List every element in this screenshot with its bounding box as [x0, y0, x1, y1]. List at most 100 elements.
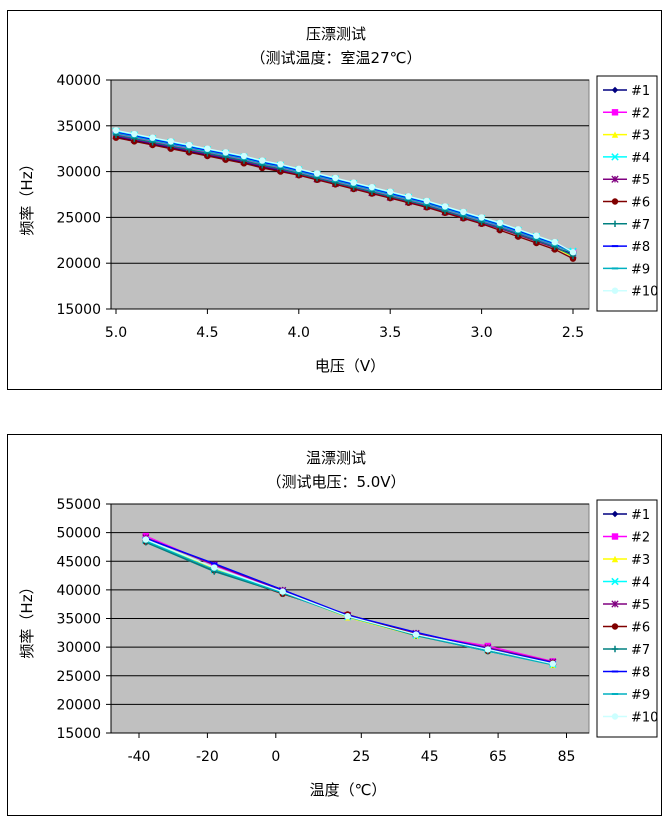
- y-tick-label: 55000: [56, 497, 101, 513]
- legend-swatch-marker: [611, 109, 619, 116]
- data-point: [387, 188, 394, 195]
- legend-label: #8: [631, 666, 650, 681]
- legend-label: #3: [631, 129, 650, 144]
- legend-item: #6: [603, 196, 650, 211]
- legend-label: #8: [631, 240, 650, 255]
- data-point: [549, 660, 557, 667]
- data-point: [412, 631, 420, 638]
- legend-swatch-marker: [611, 198, 619, 205]
- legend-label: #10: [631, 711, 658, 726]
- data-point: [332, 174, 339, 182]
- legend-item: #3: [603, 553, 650, 568]
- legend-swatch-marker: [611, 645, 619, 653]
- temperature-drift-chart-svg: 温漂测试 （测试电压：5.0V） 15000 20000 25000 30000 35000…: [18, 449, 658, 799]
- legend-label: #5: [631, 173, 650, 188]
- legend-label: #2: [631, 531, 650, 546]
- data-point: [259, 157, 266, 164]
- legend-item: #6: [603, 621, 650, 636]
- legend: #1 #2 #3 #4 #5 #6 #7 #8 #9 #10: [596, 499, 658, 738]
- x-tick-label: 0: [271, 749, 280, 765]
- data-point: [551, 238, 558, 246]
- legend-swatch-marker: [611, 510, 619, 518]
- data-point: [405, 193, 412, 200]
- legend-swatch-marker: [611, 131, 619, 138]
- y-tick-label: 20000: [56, 256, 101, 272]
- legend-label: #9: [631, 688, 650, 703]
- data-point: [204, 145, 211, 152]
- y-tick-label: 20000: [56, 697, 101, 713]
- chart-subtitle: （测试温度：室温27℃）: [251, 49, 422, 67]
- legend-label: #9: [631, 262, 650, 277]
- legend-swatch-marker: [611, 600, 619, 608]
- x-tick-label: 3.5: [379, 325, 401, 341]
- legend-label: #6: [631, 196, 650, 211]
- x-tick-label: -20: [196, 749, 219, 765]
- legend-item: #7: [603, 643, 650, 658]
- legend-item: #8: [603, 240, 650, 255]
- y-tick-label: 45000: [56, 554, 101, 570]
- x-axis-title: 电压（V）: [315, 357, 385, 375]
- series-10: [112, 127, 577, 256]
- data-point: [222, 149, 229, 156]
- legend-swatch-marker: [611, 623, 619, 630]
- data-point: [167, 138, 175, 145]
- x-tick-label: 4.5: [196, 325, 218, 341]
- data-point: [533, 232, 540, 239]
- data-point: [131, 130, 138, 138]
- legend-item: #2: [603, 531, 650, 546]
- data-point: [514, 226, 522, 233]
- x-tick-label: 45: [421, 749, 439, 765]
- series-10: [142, 536, 557, 667]
- legend-label: #10: [631, 285, 658, 300]
- legend-label: #1: [631, 84, 650, 99]
- legend-item: #7: [603, 218, 650, 233]
- legend-label: #7: [631, 218, 650, 233]
- plot-area: [110, 79, 590, 310]
- legend-item: #2: [603, 106, 650, 121]
- legend-item: #10: [603, 285, 658, 300]
- x-tick-label: 2.5: [562, 325, 584, 341]
- y-tick-label: 25000: [56, 669, 101, 685]
- legend-item: #4: [603, 576, 650, 591]
- legend-swatch-marker: [611, 153, 619, 161]
- legend-item: #5: [603, 173, 650, 188]
- x-tick-label: 25: [352, 749, 370, 765]
- y-tick-label: 30000: [56, 640, 101, 656]
- data-point: [460, 208, 467, 216]
- y-tick-label: 25000: [56, 210, 101, 226]
- data-point: [441, 203, 449, 210]
- x-axis-title: 温度（℃）: [310, 781, 387, 799]
- legend-swatch-marker: [611, 533, 619, 540]
- y-tick-label: 40000: [56, 583, 101, 599]
- y-axis-title: 频率（Hz）: [18, 156, 36, 235]
- x-tick-label: 4.0: [288, 325, 310, 341]
- x-tick-label: 5.0: [105, 325, 127, 341]
- data-point: [344, 613, 351, 620]
- x-tick-label: 85: [558, 749, 576, 765]
- legend-item: #9: [603, 262, 650, 277]
- data-point: [368, 183, 376, 191]
- data-point: [569, 249, 577, 256]
- legend-swatch-marker: [611, 86, 619, 94]
- chart-subtitle: （测试电压：5.0V）: [266, 473, 405, 491]
- data-point: [277, 161, 284, 168]
- legend-swatch-marker: [611, 577, 619, 586]
- y-axis-title: 频率（Hz）: [18, 579, 36, 658]
- y-tick-label: 35000: [56, 119, 101, 135]
- legend-item: #8: [603, 666, 650, 681]
- chart-title: 压漂测试: [306, 25, 366, 43]
- legend-label: #4: [631, 576, 650, 591]
- x-tick-label: 3.0: [470, 325, 492, 341]
- data-point: [484, 646, 492, 653]
- legend-label: #2: [631, 106, 650, 121]
- data-point: [185, 141, 193, 149]
- y-tick-label: 40000: [56, 73, 101, 89]
- legend-swatch-marker: [611, 713, 619, 720]
- y-tick-label: 35000: [56, 612, 101, 628]
- data-point: [350, 179, 357, 186]
- legend-item: #3: [603, 129, 650, 144]
- legend-item: #4: [603, 151, 650, 166]
- legend-label: #1: [631, 508, 650, 523]
- y-tick-label: 15000: [56, 302, 101, 318]
- legend-label: #4: [631, 151, 650, 166]
